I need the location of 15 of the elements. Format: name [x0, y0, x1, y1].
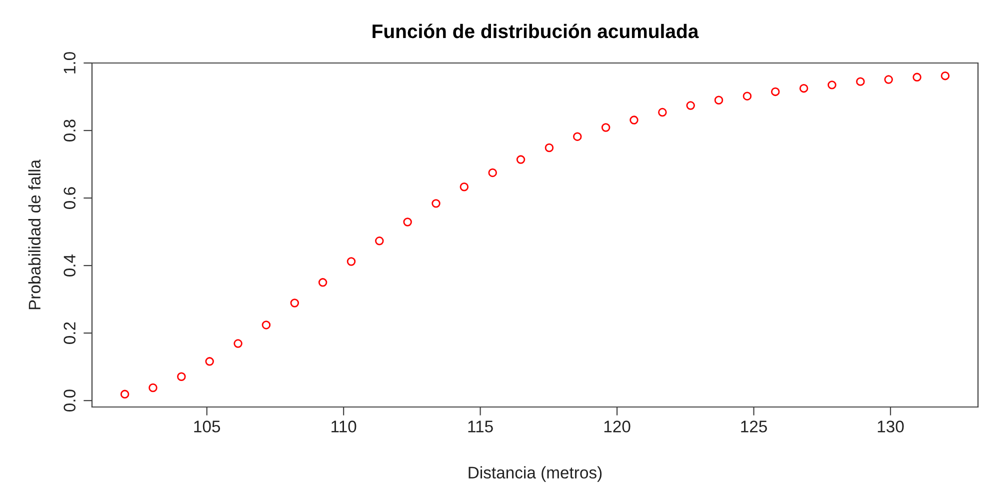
x-tick-label: 110 — [332, 420, 356, 432]
y-tick-label: 0.6 — [64, 187, 76, 209]
x-tick-label: 105 — [194, 420, 220, 432]
y-axis-title: Probabilidad de falla — [28, 159, 41, 310]
chart-title: Función de distribución acumulada — [372, 24, 699, 38]
x-tick-label: 130 — [878, 420, 904, 432]
x-axis-title: Distancia (metros) — [468, 466, 602, 482]
y-tick-label: 0.8 — [64, 120, 76, 142]
y-tick-label: 0.0 — [64, 390, 76, 412]
y-tick-label: 0.2 — [64, 322, 76, 344]
y-tick-label: 1.0 — [64, 52, 76, 74]
x-tick-label: 115 — [468, 420, 493, 432]
y-tick-label: 0.4 — [64, 254, 76, 276]
x-tick-label: 120 — [604, 420, 630, 432]
x-tick-label: 125 — [741, 420, 767, 432]
